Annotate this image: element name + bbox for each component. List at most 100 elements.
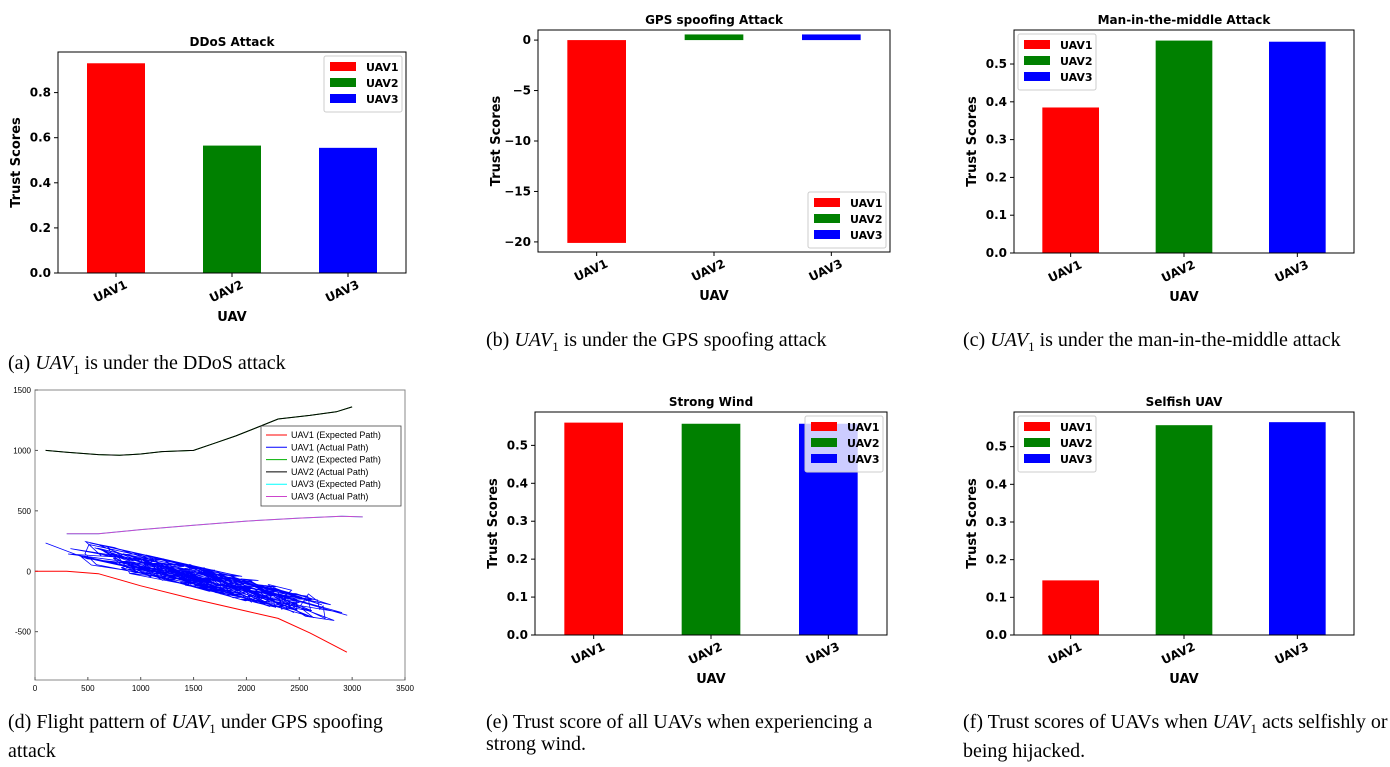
legend-label: UAV2 — [850, 213, 883, 226]
x-axis-label: UAV — [699, 289, 728, 304]
y-tick-label: 0 — [27, 567, 32, 576]
bar-uav2 — [684, 34, 744, 41]
y-tick-label: 0.4 — [507, 476, 528, 490]
chart-f: UAV1 UAV2 UAV3 0.0 0.1 0.2 0.3 0.4 0.5 Selfish UA… — [965, 395, 1355, 687]
bar-uav1 — [87, 63, 145, 273]
legend: UAV1 UAV2 UAV3 — [1017, 415, 1097, 473]
bar-uav3 — [319, 147, 377, 273]
legend-swatch — [330, 94, 356, 103]
y-tick-label: 0 — [523, 33, 531, 47]
legend: UAV1 (Expected Path) UAV1 (Actual Path) UA… — [260, 425, 402, 507]
series-line — [45, 540, 348, 621]
x-tick-label: UAV1 — [1046, 640, 1084, 668]
legend-label: UAV3 (Expected Path) — [291, 479, 381, 489]
legend-label: UAV1 (Actual Path) — [291, 442, 368, 452]
x-tick-label: 2500 — [290, 684, 308, 693]
bar-uav1 — [564, 422, 623, 635]
legend-swatch — [811, 438, 837, 447]
legend-swatch — [1024, 454, 1050, 463]
legend-swatch — [814, 198, 840, 207]
y-axis-label: Trust Scores — [9, 117, 24, 208]
caption-a: (a) UAV1 is under the DDoS attack — [8, 352, 286, 377]
x-axis-label: UAV — [217, 310, 246, 325]
legend-label: UAV3 — [1060, 453, 1093, 466]
legend-label: UAV2 — [1060, 55, 1093, 68]
y-tick-label: 0.2 — [30, 221, 51, 235]
y-axis-label: Trust Scores — [486, 478, 501, 569]
x-tick-label: UAV2 — [1159, 258, 1197, 286]
legend-box — [260, 425, 402, 507]
x-tick-label: UAV3 — [323, 278, 361, 306]
y-tick-label: 0.5 — [986, 57, 1007, 71]
plot-frame — [1013, 29, 1355, 254]
y-tick-label: 500 — [18, 507, 32, 516]
x-tick-label: 500 — [81, 684, 95, 693]
y-tick-label: 0.1 — [986, 208, 1007, 222]
legend: UAV1 UAV2 UAV3 — [804, 415, 884, 473]
legend-swatch — [1024, 56, 1050, 65]
series-line — [35, 570, 348, 653]
legend: UAV1 UAV2 UAV3 — [323, 55, 403, 113]
y-tick-label: 0.4 — [30, 176, 51, 190]
caption-d: (d) Flight pattern of UAV1 under GPS spo… — [8, 711, 383, 762]
legend-label: UAV3 — [847, 453, 880, 466]
legend-label: UAV1 — [847, 421, 880, 434]
bar-uav2 — [1155, 425, 1213, 635]
y-axis-label: Trust Scores — [489, 95, 504, 186]
bar-uav1 — [1042, 107, 1099, 253]
x-axis-label: UAV — [1169, 672, 1198, 687]
x-axis-label: UAV — [1169, 290, 1198, 305]
bar-uav2 — [1155, 40, 1213, 253]
plot-frame — [1013, 411, 1355, 636]
chart-title: DDoS Attack — [190, 35, 276, 49]
y-tick-label: 0.1 — [986, 590, 1007, 604]
x-tick-label: 3000 — [343, 684, 361, 693]
y-tick-label: −20 — [504, 235, 531, 249]
series-line — [45, 406, 353, 456]
y-tick-label: 0.0 — [986, 628, 1007, 642]
y-tick-label: 0.3 — [507, 514, 528, 528]
y-tick-label: 0.5 — [507, 438, 528, 452]
x-tick-label: 1500 — [185, 684, 203, 693]
y-axis-label: Trust Scores — [965, 96, 980, 187]
y-tick-label: −10 — [504, 134, 531, 148]
legend-swatch — [811, 454, 837, 463]
y-tick-label: 0.3 — [986, 515, 1007, 529]
y-tick-label: 0.0 — [986, 246, 1007, 260]
legend-swatch — [330, 62, 356, 71]
y-tick-label: 0.2 — [986, 170, 1007, 184]
y-tick-label: 0.6 — [30, 131, 51, 145]
x-tick-label: 0 — [33, 684, 38, 693]
legend-label: UAV1 — [1060, 39, 1093, 52]
legend-label: UAV3 — [1060, 71, 1093, 84]
x-tick-label: UAV3 — [804, 640, 842, 668]
x-tick-label: 2000 — [238, 684, 256, 693]
legend-swatch — [811, 422, 837, 431]
chart-b: UAV1 UAV2 UAV3 0 −5 −10 −15 −20 GPS spoofing Att… — [489, 13, 891, 304]
x-tick-label: 3500 — [396, 684, 414, 693]
legend: UAV1 UAV2 UAV3 — [807, 191, 887, 249]
y-tick-label: 0.1 — [507, 590, 528, 604]
y-tick-label: 0.5 — [986, 440, 1007, 454]
y-tick-label: 0.3 — [986, 133, 1007, 147]
x-axis-label: UAV — [696, 672, 725, 687]
x-tick-label: UAV2 — [689, 257, 727, 285]
bar-uav2 — [203, 145, 261, 273]
x-tick-label: UAV2 — [207, 278, 245, 306]
y-tick-label: -500 — [15, 628, 32, 637]
legend-label: UAV3 — [850, 229, 883, 242]
y-tick-label: −5 — [513, 84, 531, 98]
caption-e: (e) Trust score of all UAVs when experie… — [486, 711, 873, 755]
caption-c: (c) UAV1 is under the man-in-the-middle … — [963, 329, 1341, 354]
chart-title: GPS spoofing Attack — [645, 13, 784, 27]
bar-uav1 — [567, 40, 626, 243]
x-tick-label: UAV2 — [686, 640, 724, 668]
legend-label: UAV2 (Expected Path) — [291, 455, 381, 465]
y-axis-label: Trust Scores — [965, 478, 980, 569]
x-tick-label: UAV3 — [1273, 640, 1311, 668]
legend-swatch — [1024, 40, 1050, 49]
legend-swatch — [1024, 438, 1050, 447]
plot-frame — [534, 411, 888, 636]
bar-uav1 — [1042, 580, 1099, 635]
bar-uav3 — [1269, 41, 1326, 253]
